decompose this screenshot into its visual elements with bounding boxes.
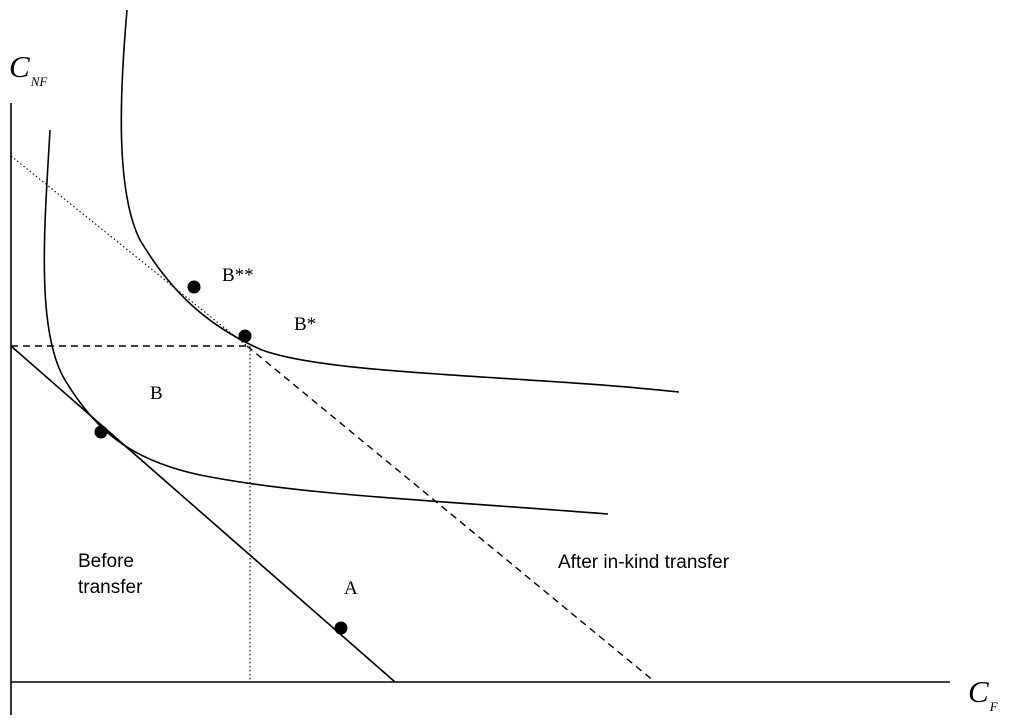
label-b-double-star: B**: [222, 265, 254, 286]
label-after-transfer: After in-kind transfer: [558, 552, 730, 573]
label-before-transfer: Before transfer: [78, 549, 142, 601]
label-b: B: [150, 383, 163, 404]
y-axis-label: CNF: [9, 50, 47, 99]
indifference-curve-upper: [120, 9, 680, 393]
x-axis-label-sub: F: [989, 699, 998, 714]
label-before-transfer-line2: transfer: [78, 577, 143, 598]
label-a: A: [344, 578, 358, 599]
point-a-marker: [334, 621, 348, 635]
y-axis-label-sub: NF: [30, 74, 48, 89]
x-axis-label-main: C: [968, 674, 989, 709]
point-b-double-star-marker: [187, 280, 201, 294]
budget-line-cash-extension: [10, 155, 248, 347]
point-b-marker: [94, 425, 108, 439]
label-b-star: B*: [294, 314, 317, 335]
label-before-transfer-line1: Before: [78, 551, 134, 572]
y-axis-label-main: C: [9, 49, 30, 84]
budget-line-after-slope: [246, 345, 656, 683]
x-axis-label: CF: [968, 675, 998, 724]
indifference-curve-lower: [43, 129, 609, 515]
point-b-star-marker: [238, 329, 252, 343]
budget-line-before: [10, 345, 396, 683]
